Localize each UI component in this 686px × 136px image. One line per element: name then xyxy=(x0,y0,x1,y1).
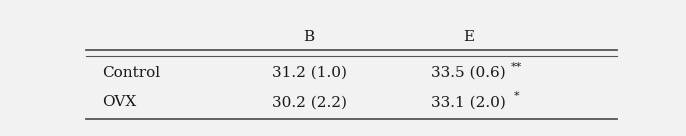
Text: 31.2 (1.0): 31.2 (1.0) xyxy=(272,66,346,80)
Text: 30.2 (2.2): 30.2 (2.2) xyxy=(272,95,346,109)
Text: B: B xyxy=(303,30,315,44)
Text: *: * xyxy=(514,91,519,101)
Text: 33.5 (0.6): 33.5 (0.6) xyxy=(431,66,506,80)
Text: Control: Control xyxy=(102,66,160,80)
Text: 33.1 (2.0): 33.1 (2.0) xyxy=(431,95,506,109)
Text: OVX: OVX xyxy=(102,95,136,109)
Text: **: ** xyxy=(511,62,522,72)
Text: E: E xyxy=(463,30,474,44)
